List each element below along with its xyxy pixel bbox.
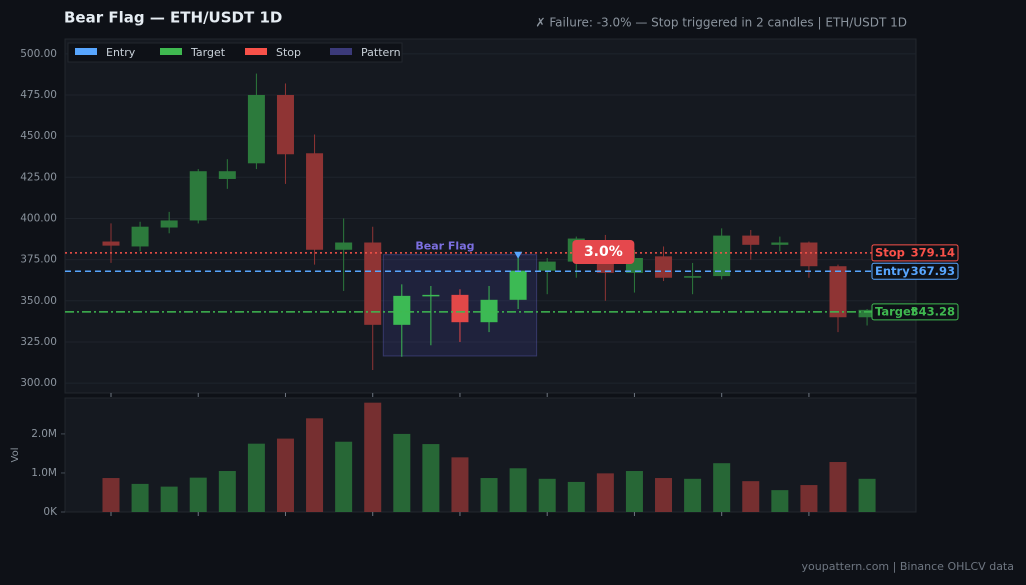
- volume-bar: [742, 481, 760, 512]
- volume-bar: [422, 444, 440, 512]
- y-tick-label: 350.00: [20, 295, 57, 307]
- volume-axis-label: Vol: [10, 448, 21, 463]
- volume-bar: [393, 433, 411, 512]
- level-label-box: [871, 262, 959, 280]
- pattern-label: Bear Flag: [415, 240, 474, 253]
- candle-body: [102, 241, 120, 246]
- candle-body: [276, 94, 294, 155]
- y-tick-label: 2.0M: [31, 428, 57, 440]
- volume-bar: [509, 468, 527, 512]
- volume-bar: [625, 471, 643, 512]
- candle-body: [713, 235, 731, 277]
- volume-bar: [771, 490, 789, 512]
- chart-subtitle: ✗ Failure: -3.0% — Stop triggered in 2 c…: [536, 16, 907, 30]
- candle-body: [771, 242, 789, 245]
- volume-bar: [131, 483, 149, 512]
- y-tick-label: 450.00: [20, 130, 57, 142]
- volume-bar: [218, 471, 236, 512]
- volume-bar: [247, 443, 265, 512]
- volume-bar: [596, 473, 614, 512]
- legend-box: [67, 42, 403, 63]
- candle-body: [364, 242, 382, 325]
- volume-bar: [713, 463, 731, 512]
- candle-body: [160, 220, 178, 228]
- candle-body: [393, 295, 411, 325]
- candle-body: [189, 171, 207, 221]
- chart-title: Bear Flag — ETH/USDT 1D: [64, 9, 282, 27]
- candle-body: [131, 226, 149, 247]
- legend-label: Pattern: [361, 46, 401, 59]
- level-value: 379.14: [911, 245, 955, 259]
- candle-body: [422, 294, 440, 297]
- y-tick-label: 1.0M: [31, 467, 57, 479]
- level-label-box: [871, 303, 959, 321]
- volume-bar: [800, 485, 818, 512]
- level-value: 343.28: [911, 304, 955, 318]
- level-name: Target: [875, 304, 917, 318]
- volume-bar: [451, 457, 469, 512]
- y-tick-label: 300.00: [20, 377, 57, 389]
- volume-bar: [858, 478, 876, 512]
- volume-bar: [102, 478, 120, 512]
- footer: youpattern.com | Binance OHLCV data: [802, 560, 1014, 573]
- entry-marker: [514, 251, 523, 259]
- candle-body: [684, 276, 702, 278]
- legend-label: Stop: [276, 46, 301, 59]
- candle-body: [306, 153, 324, 250]
- volume-bar: [829, 462, 847, 512]
- y-tick-label: 0K: [43, 506, 58, 518]
- volume-bar: [306, 418, 324, 512]
- volume-bar: [684, 478, 702, 512]
- volume-bar: [276, 438, 294, 512]
- volume-bar: [655, 478, 673, 512]
- y-tick-label: 475.00: [20, 89, 57, 101]
- y-tick-label: 425.00: [20, 171, 57, 183]
- volume-bar: [335, 441, 353, 512]
- level-value: 367.93: [911, 264, 955, 278]
- legend-label: Entry: [106, 46, 136, 59]
- candle-body: [451, 294, 469, 323]
- volume-bar: [567, 481, 585, 512]
- candle-body: [829, 266, 847, 318]
- candle-body: [858, 309, 876, 318]
- candle-body: [335, 242, 353, 250]
- candle-body: [538, 261, 556, 271]
- y-tick-label: 375.00: [20, 254, 57, 266]
- level-name: Stop: [875, 245, 905, 259]
- price-panel: [64, 38, 917, 394]
- badge-box: [572, 240, 635, 264]
- candle-body: [742, 235, 760, 245]
- candle-body: [247, 94, 265, 164]
- candle-body: [800, 242, 818, 267]
- volume-bar: [160, 486, 178, 512]
- legend-swatch: [330, 48, 352, 55]
- candle-body: [480, 299, 498, 323]
- legend-swatch: [75, 48, 97, 55]
- legend-label: Target: [190, 46, 226, 59]
- candle-body: [655, 256, 673, 278]
- legend-swatch: [245, 48, 267, 55]
- volume-bar: [480, 478, 498, 512]
- volume-bar: [189, 477, 207, 512]
- volume-bar: [538, 478, 556, 512]
- volume-bar: [364, 402, 382, 512]
- y-tick-label: 325.00: [20, 336, 57, 348]
- level-name: Entry: [875, 264, 910, 278]
- candle-body: [218, 171, 236, 179]
- y-tick-label: 500.00: [20, 48, 57, 60]
- level-label-box: [871, 244, 959, 262]
- candle-body: [509, 270, 527, 300]
- y-tick-label: 400.00: [20, 212, 57, 224]
- legend-swatch: [160, 48, 182, 55]
- badge-text: 3.0%: [584, 244, 623, 260]
